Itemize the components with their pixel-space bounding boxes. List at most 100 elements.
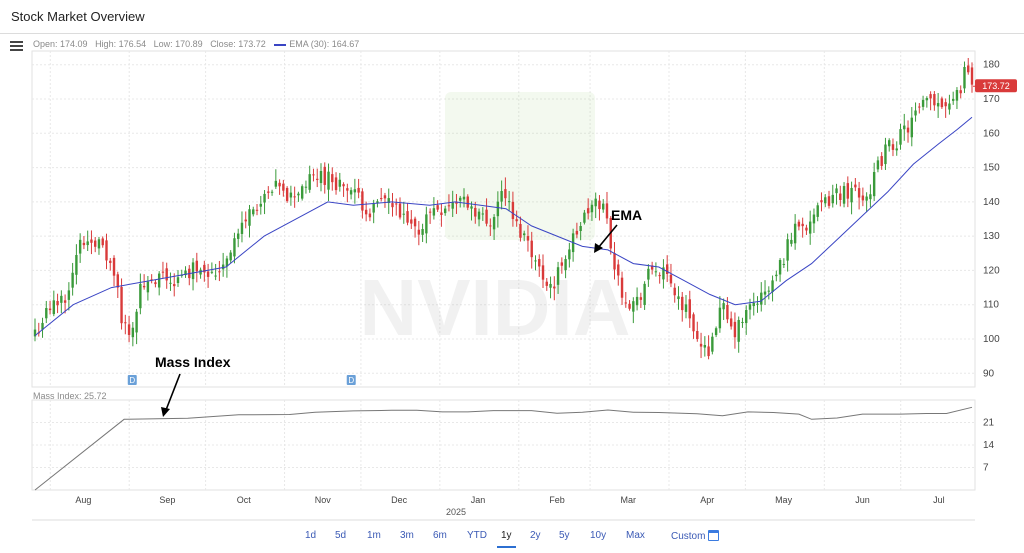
range-button-max[interactable]: Max xyxy=(626,530,645,541)
candle-body xyxy=(861,195,865,201)
candle-body xyxy=(579,225,582,232)
candle-body xyxy=(903,125,906,130)
range-button-2y[interactable]: 2y xyxy=(530,530,541,541)
x-tick-label: Feb xyxy=(549,495,565,505)
range-button-1y[interactable]: 1y xyxy=(497,530,515,548)
candle-body xyxy=(635,296,639,306)
dividend-marker-label: D xyxy=(129,376,135,385)
candle-body xyxy=(936,103,940,107)
candle-body xyxy=(963,66,966,89)
range-button-5d[interactable]: 5d xyxy=(335,530,346,541)
candle-body xyxy=(857,188,861,198)
mass-y-tick-label: 7 xyxy=(983,463,989,474)
candle-body xyxy=(331,174,334,183)
candle-body xyxy=(282,183,285,191)
candle-body xyxy=(846,183,850,199)
candle-body xyxy=(899,129,902,145)
candle-body xyxy=(297,193,300,196)
candle-body xyxy=(176,277,180,284)
candle-body xyxy=(760,292,763,305)
range-button-ytd[interactable]: YTD xyxy=(467,530,487,541)
candle-body xyxy=(278,182,281,187)
candle-body xyxy=(933,94,936,106)
ema-arrowhead xyxy=(594,243,603,253)
candle-body xyxy=(203,264,206,273)
range-button-10y[interactable]: 10y xyxy=(590,530,606,541)
range-button-6m[interactable]: 6m xyxy=(433,530,447,541)
x-axis-labels: Aug Sep Oct Nov Dec Jan Feb Mar Apr May Jun Jul xyxy=(75,495,944,505)
range-button-1d[interactable]: 1d xyxy=(305,530,316,541)
candle-body xyxy=(756,303,759,305)
high-value: High: 176.54 xyxy=(95,39,147,49)
range-button-label: Custom xyxy=(671,531,706,542)
candle-body xyxy=(865,196,868,201)
candle-body xyxy=(173,284,176,287)
candle-body xyxy=(515,219,518,222)
candle-body xyxy=(349,190,353,195)
candle-body xyxy=(259,203,262,207)
candle-body xyxy=(52,300,56,315)
candle-body xyxy=(33,329,37,337)
candle-body xyxy=(425,214,428,234)
candle-body xyxy=(406,211,409,223)
ema-value: EMA (30): 164.67 xyxy=(289,39,360,49)
candle-body xyxy=(319,171,323,184)
candle-body xyxy=(489,225,492,227)
candle-body xyxy=(229,252,232,261)
candle-body xyxy=(391,203,394,208)
candle-body xyxy=(244,219,247,222)
candle-body xyxy=(263,193,266,203)
range-button-5y[interactable]: 5y xyxy=(559,530,570,541)
candle-body xyxy=(157,273,161,288)
candle-body xyxy=(748,304,752,310)
range-button-label: 1d xyxy=(305,530,317,541)
candle-body xyxy=(165,268,168,281)
candle-body xyxy=(808,221,812,234)
range-button-custom[interactable]: Custom xyxy=(671,530,720,542)
candle-body xyxy=(267,191,270,193)
candle-body xyxy=(707,346,710,357)
candle-body xyxy=(97,239,101,249)
candle-body xyxy=(48,308,52,311)
x-tick-label: Sep xyxy=(159,495,175,505)
hamburger-icon[interactable] xyxy=(10,41,23,51)
mass-index-arrow xyxy=(165,373,181,411)
candle-body xyxy=(711,336,714,352)
candle-body xyxy=(45,308,48,319)
candle-body xyxy=(477,211,481,220)
candle-body xyxy=(338,179,342,187)
range-button-label: 5d xyxy=(335,530,347,541)
candle-body xyxy=(346,188,349,191)
candle-body xyxy=(797,221,801,227)
candle-body xyxy=(41,322,44,330)
candle-body xyxy=(421,229,424,235)
range-button-3m[interactable]: 3m xyxy=(400,530,414,541)
candle-body xyxy=(496,201,500,217)
candle-body xyxy=(233,238,236,257)
range-button-1m[interactable]: 1m xyxy=(367,530,381,541)
candle-body xyxy=(90,239,93,243)
candle-body xyxy=(692,314,695,332)
ema-annotation: EMA xyxy=(594,207,642,253)
candle-body xyxy=(534,260,537,262)
candle-body xyxy=(880,156,883,166)
candle-body xyxy=(549,283,552,288)
candle-body xyxy=(127,324,131,335)
y-tick-label: 180 xyxy=(983,60,1000,71)
candle-body xyxy=(541,265,545,280)
candle-body xyxy=(639,297,643,300)
candle-body xyxy=(511,201,515,220)
candle-body xyxy=(150,279,153,281)
calendar-icon[interactable] xyxy=(708,530,720,541)
range-button-label: 2y xyxy=(530,530,541,541)
candle-body xyxy=(940,98,944,108)
candle-body xyxy=(624,302,627,304)
candle-body xyxy=(470,206,473,209)
candle-body xyxy=(492,217,496,230)
candle-body xyxy=(447,205,451,207)
candle-body xyxy=(895,148,898,151)
candle-body xyxy=(827,196,831,206)
candle-body xyxy=(771,280,774,293)
candle-body xyxy=(782,263,786,265)
